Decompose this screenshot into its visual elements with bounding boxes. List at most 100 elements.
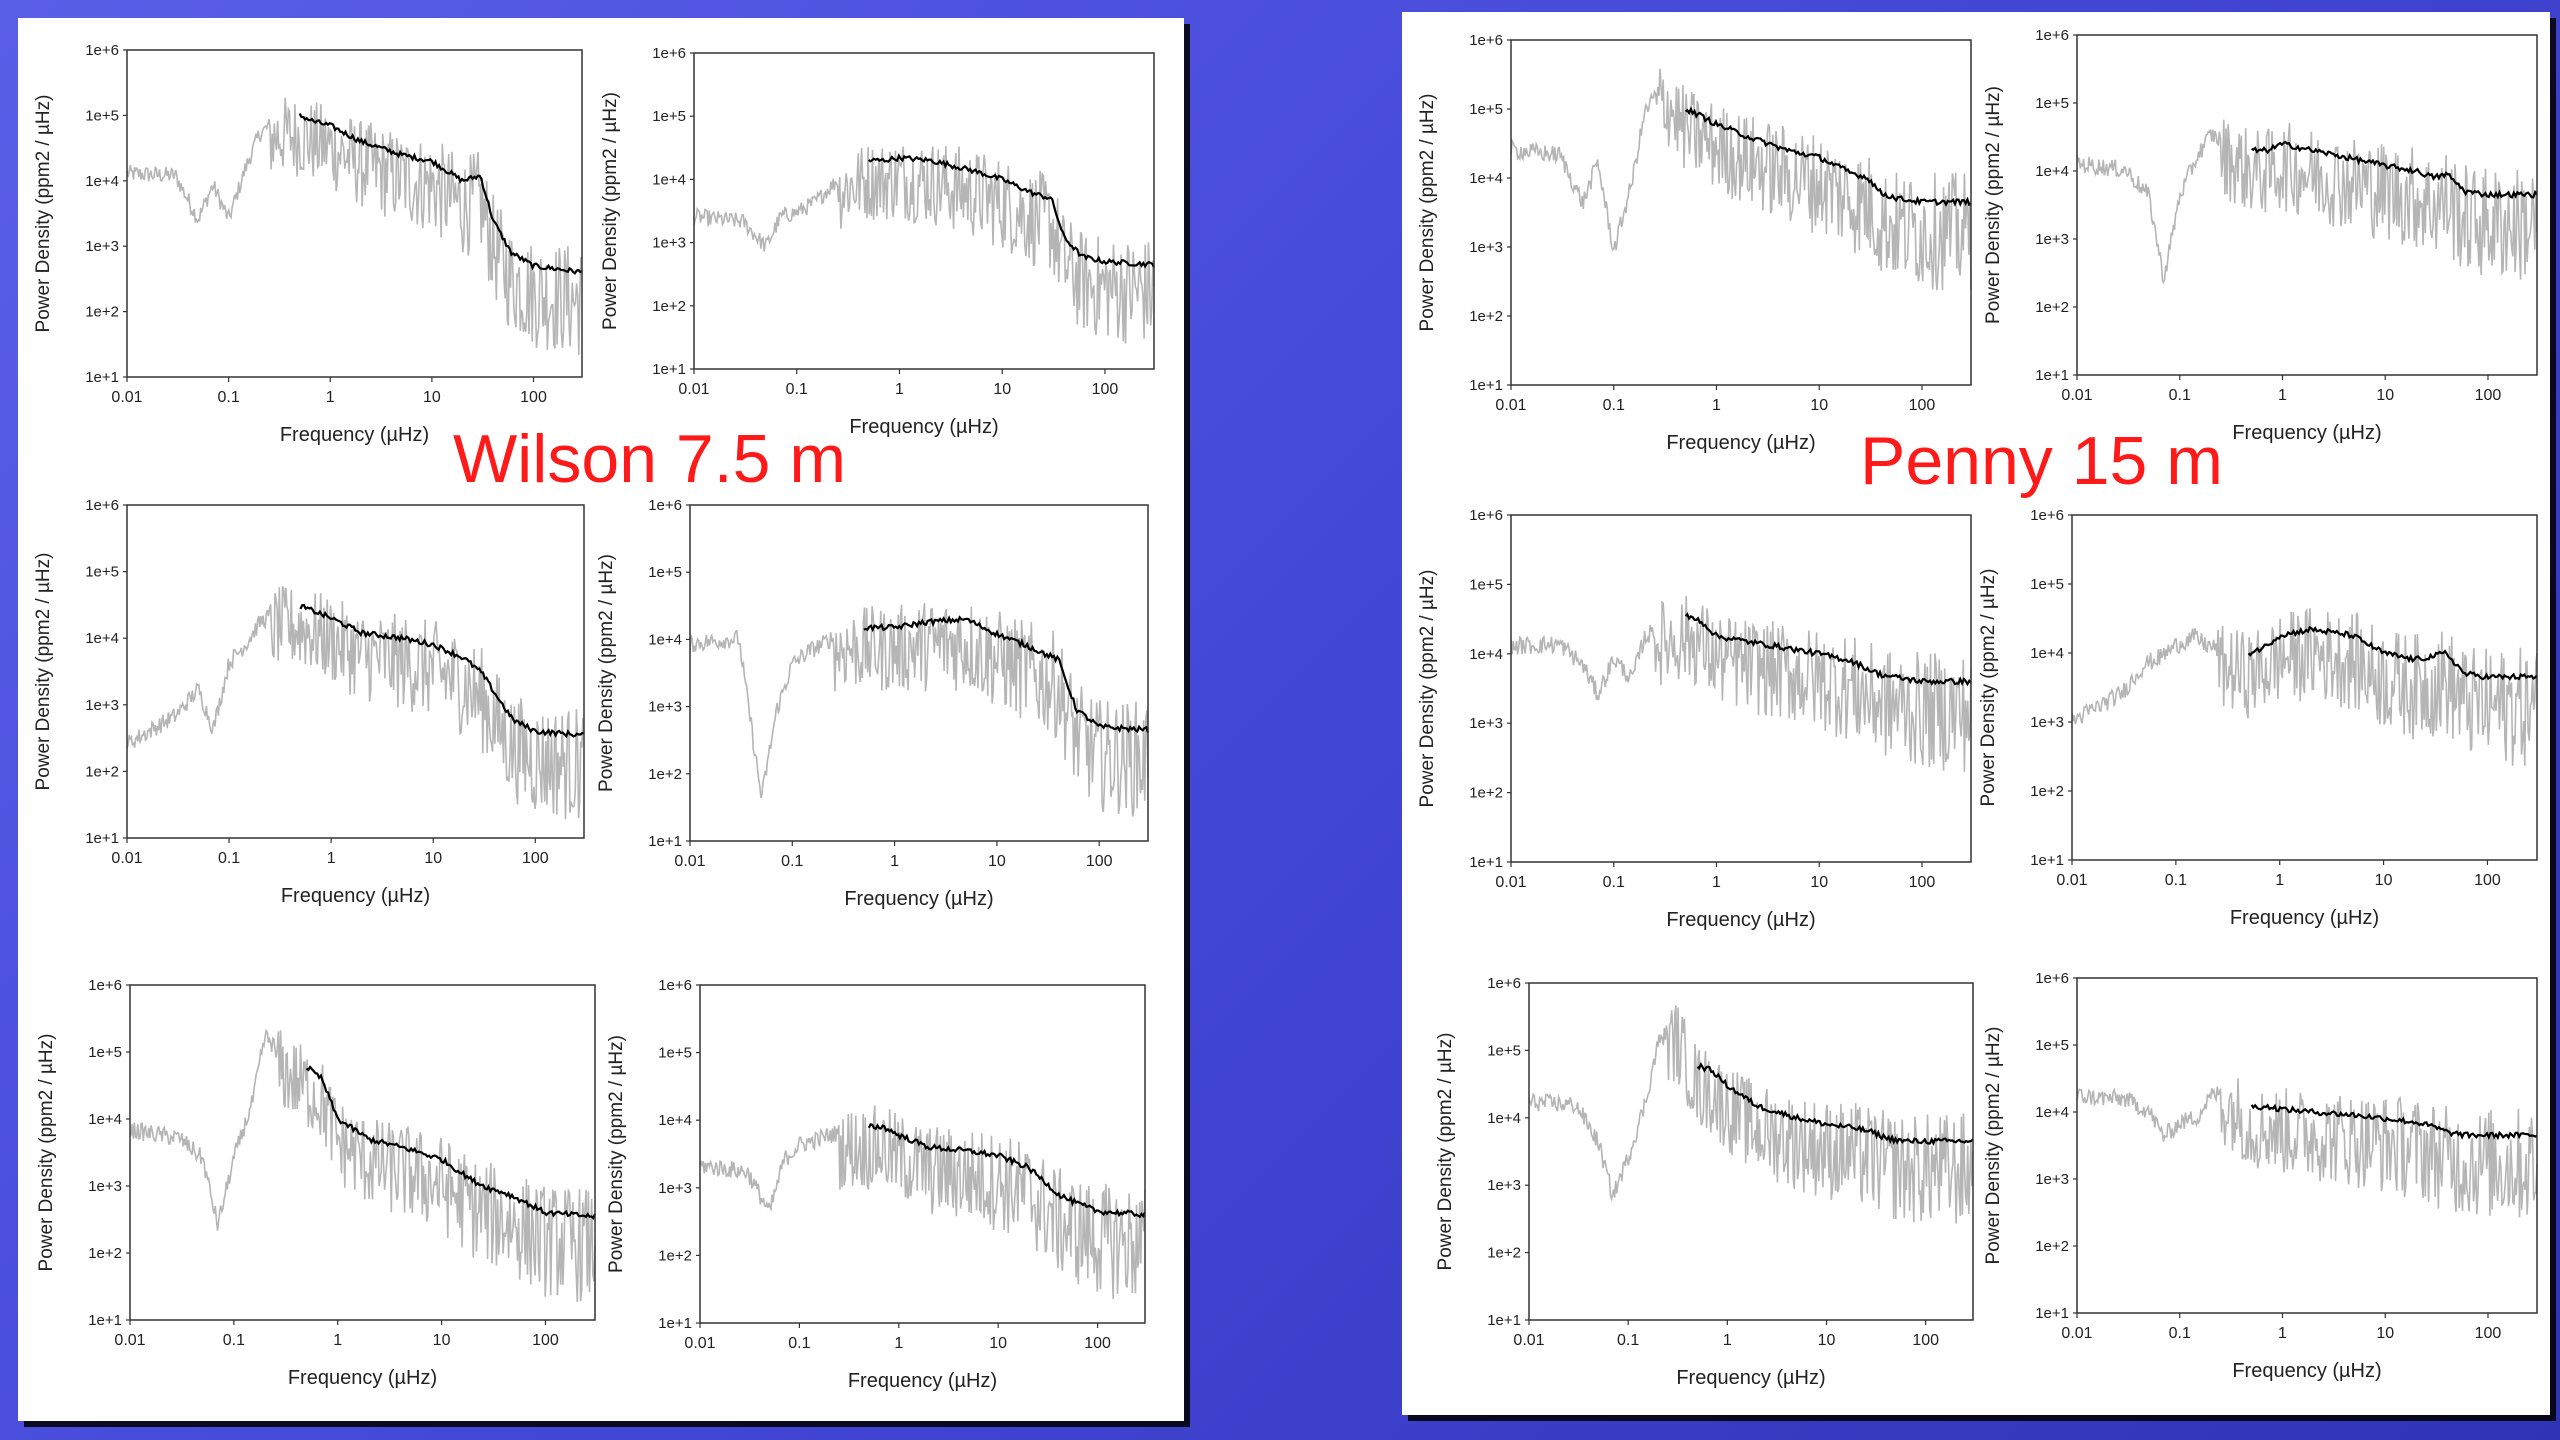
x-axis-label: Frequency (µHz) bbox=[2232, 1360, 2381, 1382]
x-tick-label: 10 bbox=[1810, 874, 1828, 891]
y-tick-label: 1e+5 bbox=[2035, 1037, 2069, 1054]
y-tick-label: 1e+1 bbox=[1469, 854, 1503, 871]
y-tick-label: 1e+1 bbox=[652, 361, 686, 378]
y-axis-label: Power Density (ppm2 / µHz) bbox=[596, 554, 617, 792]
y-tick-label: 1e+3 bbox=[658, 1180, 692, 1197]
y-tick-label: 1e+6 bbox=[652, 45, 686, 62]
y-tick-label: 1e+5 bbox=[652, 108, 686, 125]
y-axis-label: Power Density (ppm2 / µHz) bbox=[1435, 1033, 1456, 1271]
y-tick-label: 1e+2 bbox=[658, 1247, 692, 1264]
y-tick-label: 1e+5 bbox=[648, 564, 682, 581]
y-tick-label: 1e+2 bbox=[1469, 785, 1503, 802]
x-tick-label: 0.01 bbox=[114, 1332, 145, 1349]
y-tick-label: 1e+5 bbox=[2030, 576, 2064, 593]
raw-spectrum-line bbox=[126, 585, 585, 820]
raw-spectrum-line bbox=[689, 603, 1149, 817]
x-axis-label: Frequency (µHz) bbox=[1676, 1367, 1825, 1389]
y-tick-label: 1e+3 bbox=[88, 1178, 122, 1195]
chart-11: 1e+1 1e+2 1e+3 1e+4 1e+5 1e+6 0.01 0.1 1 10 100 Fre… bbox=[1435, 975, 1974, 1389]
wilson-panel: Wilson 7.5 m bbox=[18, 18, 1184, 1421]
x-tick-label: 0.1 bbox=[786, 381, 808, 398]
x-axis-label: Frequency (µHz) bbox=[280, 424, 429, 446]
x-tick-label: 10 bbox=[988, 853, 1006, 870]
x-tick-label: 100 bbox=[1909, 397, 1936, 414]
raw-spectrum-line bbox=[1528, 1005, 1974, 1224]
x-tick-label: 0.1 bbox=[218, 850, 240, 867]
x-tick-label: 0.01 bbox=[111, 850, 142, 867]
chart-12: 1e+1 1e+2 1e+3 1e+4 1e+5 1e+6 0.01 0.1 1 10 100 Fre… bbox=[1983, 970, 2538, 1382]
raw-spectrum-line bbox=[1510, 68, 1972, 291]
y-tick-label: 1e+2 bbox=[1487, 1245, 1521, 1262]
y-tick-label: 1e+6 bbox=[658, 977, 692, 994]
y-axis-label: Power Density (ppm2 / µHz) bbox=[1983, 86, 2004, 324]
y-tick-label: 1e+5 bbox=[1487, 1042, 1521, 1059]
y-tick-label: 1e+5 bbox=[658, 1045, 692, 1062]
x-tick-label: 0.01 bbox=[111, 389, 142, 406]
x-axis-label: Frequency (µHz) bbox=[849, 416, 998, 438]
x-tick-label: 1 bbox=[327, 850, 336, 867]
plot-frame bbox=[1528, 982, 1974, 1321]
x-tick-label: 0.1 bbox=[781, 853, 803, 870]
y-tick-label: 1e+2 bbox=[85, 304, 119, 321]
x-tick-label: 100 bbox=[2474, 872, 2501, 889]
y-tick-label: 1e+4 bbox=[2030, 645, 2064, 662]
y-tick-label: 1e+4 bbox=[1469, 170, 1503, 187]
y-tick-label: 1e+1 bbox=[88, 1312, 122, 1329]
x-axis-label: Frequency (µHz) bbox=[1666, 432, 1815, 454]
y-tick-label: 1e+3 bbox=[1469, 715, 1503, 732]
x-tick-label: 1 bbox=[326, 389, 335, 406]
y-tick-label: 1e+3 bbox=[648, 699, 682, 716]
y-tick-label: 1e+5 bbox=[85, 564, 119, 581]
x-tick-label: 0.01 bbox=[2061, 387, 2092, 404]
y-tick-label: 1e+2 bbox=[85, 763, 119, 780]
y-tick-label: 1e+6 bbox=[1469, 507, 1503, 524]
x-tick-label: 10 bbox=[2375, 872, 2393, 889]
x-axis-label: Frequency (µHz) bbox=[2230, 907, 2379, 929]
smoothed-spectrum-line bbox=[867, 1123, 1146, 1219]
y-tick-label: 1e+2 bbox=[88, 1245, 122, 1262]
smoothed-spectrum-line bbox=[305, 1065, 597, 1220]
chart-9: 1e+1 1e+2 1e+3 1e+4 1e+5 1e+6 0.01 0.1 1 10 100 Fre… bbox=[1417, 507, 1972, 931]
raw-spectrum-line bbox=[1510, 596, 1972, 772]
x-tick-label: 100 bbox=[1912, 1332, 1939, 1349]
plot-frame bbox=[689, 504, 1149, 842]
y-tick-label: 1e+1 bbox=[85, 830, 119, 847]
y-tick-label: 1e+6 bbox=[1469, 32, 1503, 49]
y-tick-label: 1e+6 bbox=[2030, 507, 2064, 524]
x-tick-label: 100 bbox=[1909, 874, 1936, 891]
y-tick-label: 1e+6 bbox=[1487, 975, 1521, 992]
x-tick-label: 10 bbox=[989, 1335, 1007, 1352]
smoothed-spectrum-line bbox=[299, 603, 585, 739]
x-tick-label: 10 bbox=[424, 850, 442, 867]
y-tick-label: 1e+4 bbox=[652, 171, 686, 188]
x-tick-label: 10 bbox=[1810, 397, 1828, 414]
chart-2: 1e+1 1e+2 1e+3 1e+4 1e+5 1e+6 0.01 0.1 1 10 100 Fre… bbox=[600, 45, 1155, 438]
x-tick-label: 0.01 bbox=[2061, 1325, 2092, 1342]
raw-spectrum-line bbox=[699, 1105, 1146, 1300]
raw-spectrum-line bbox=[693, 146, 1155, 344]
x-tick-label: 100 bbox=[520, 389, 547, 406]
y-tick-label: 1e+1 bbox=[1469, 377, 1503, 394]
chart-3: 1e+1 1e+2 1e+3 1e+4 1e+5 1e+6 0.01 0.1 1 10 100 Fre… bbox=[33, 497, 585, 907]
y-tick-label: 1e+5 bbox=[2035, 95, 2069, 112]
y-tick-label: 1e+6 bbox=[88, 977, 122, 994]
y-tick-label: 1e+1 bbox=[2035, 367, 2069, 384]
x-tick-label: 1 bbox=[1712, 397, 1721, 414]
y-tick-label: 1e+2 bbox=[2035, 299, 2069, 316]
y-tick-label: 1e+2 bbox=[2030, 783, 2064, 800]
x-axis-label: Frequency (µHz) bbox=[288, 1367, 437, 1389]
y-tick-label: 1e+3 bbox=[2035, 1171, 2069, 1188]
x-tick-label: 0.1 bbox=[1603, 874, 1625, 891]
y-tick-label: 1e+2 bbox=[1469, 308, 1503, 325]
raw-spectrum-line bbox=[2076, 119, 2538, 285]
wilson-title: Wilson 7.5 m bbox=[453, 421, 846, 497]
y-tick-label: 1e+2 bbox=[2035, 1238, 2069, 1255]
x-tick-label: 10 bbox=[433, 1332, 451, 1349]
y-tick-label: 1e+2 bbox=[648, 766, 682, 783]
x-tick-label: 0.01 bbox=[684, 1335, 715, 1352]
x-tick-label: 100 bbox=[522, 850, 549, 867]
raw-spectrum-line bbox=[2076, 1078, 2538, 1218]
y-axis-label: Power Density (ppm2 / µHz) bbox=[1983, 1027, 2004, 1265]
x-tick-label: 0.1 bbox=[1617, 1332, 1639, 1349]
y-tick-label: 1e+4 bbox=[1469, 646, 1503, 663]
